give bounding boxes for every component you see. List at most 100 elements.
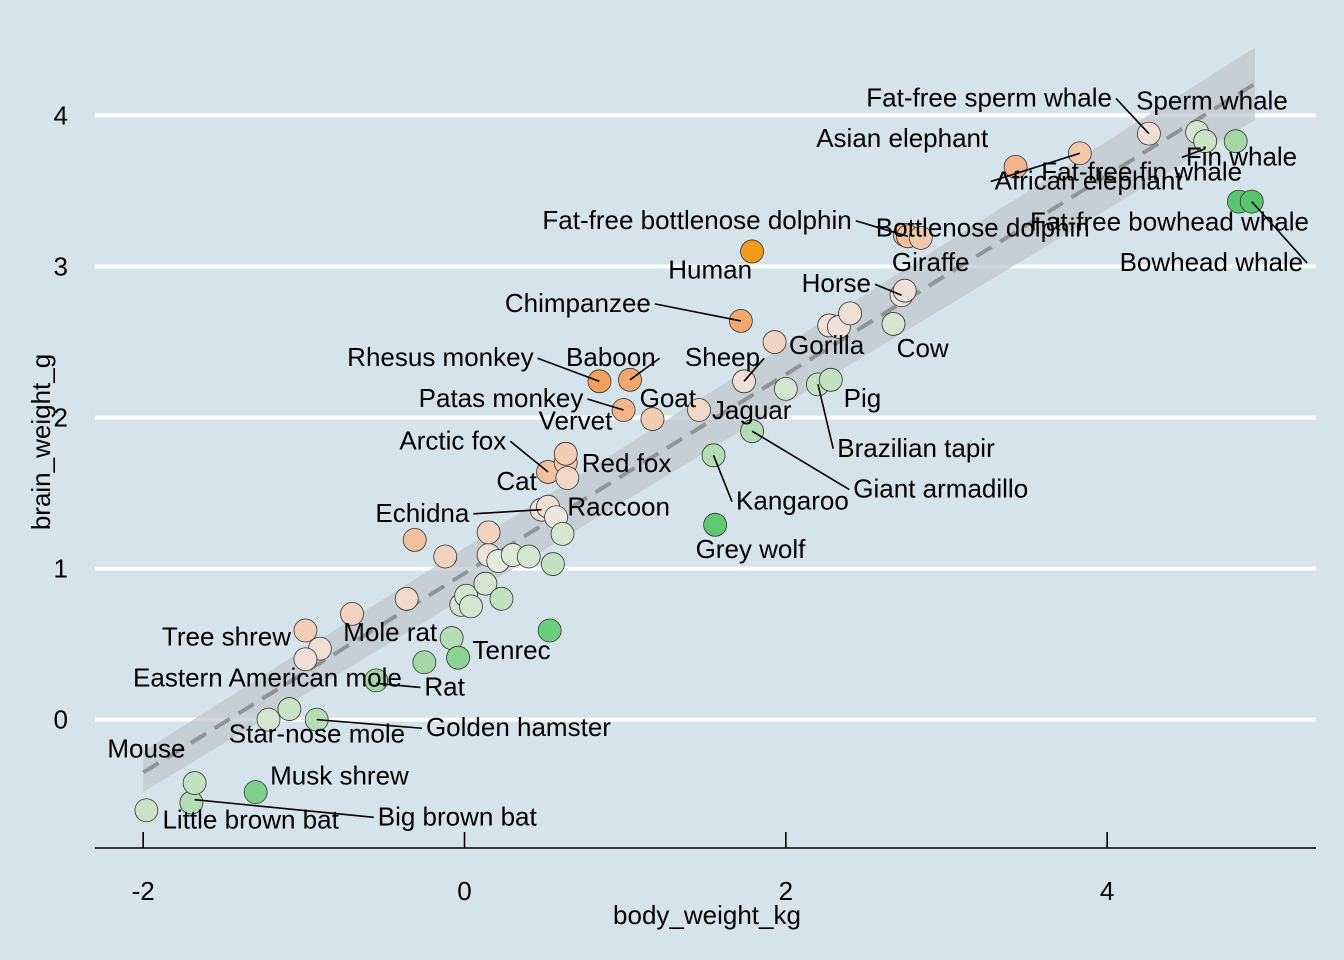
point-label-12: Raccoon	[567, 492, 670, 522]
leader-line-23	[712, 455, 733, 502]
data-point-61	[908, 225, 933, 250]
data-point-23	[402, 528, 427, 552]
data-point-48	[762, 330, 787, 354]
point-label-1: Little brown bat	[162, 804, 339, 834]
point-label-35: Bottlenose dolphin	[876, 212, 1090, 242]
point-label-31: Horse	[802, 268, 871, 298]
data-point-0	[134, 798, 159, 823]
point-label-7: Rat	[424, 671, 465, 701]
data-point-36	[553, 441, 578, 466]
leader-line-29	[654, 303, 742, 322]
data-point-29	[476, 520, 501, 545]
data-point-42	[687, 398, 711, 422]
point-label-11: Echidna	[375, 498, 469, 528]
data-point-37	[555, 466, 580, 490]
data-point-66	[1193, 129, 1218, 154]
leader-line-5	[316, 718, 423, 730]
point-labels: Mouse Little brown bat Big brown bat Musk s…	[107, 82, 1309, 834]
axes: -2 0 2 4 0 1 2 3 4	[54, 101, 1316, 906]
point-label-37: African elephant	[995, 166, 1184, 196]
data-point-11	[412, 650, 437, 675]
leader-line-43	[1251, 201, 1308, 264]
data-point-19	[459, 594, 483, 619]
point-label-43: Bowhead whale	[1120, 247, 1304, 277]
leader-line-11	[473, 508, 542, 515]
point-label-38: Fat-free sperm whale	[866, 82, 1112, 112]
data-point-3	[243, 780, 268, 805]
leader-line-14	[509, 440, 549, 473]
leader-line-21	[743, 357, 765, 382]
point-label-22: Jaguar	[712, 395, 792, 425]
data-point-2	[182, 771, 207, 795]
point-label-40: Fat-free fin whale	[1041, 156, 1242, 186]
point-label-24: Grey wolf	[696, 534, 807, 564]
point-label-19: Baboon	[566, 342, 656, 372]
data-point-10	[293, 647, 318, 672]
point-label-15: Red fox	[582, 448, 672, 478]
data-point-50	[818, 367, 843, 392]
data-point-33	[550, 521, 575, 546]
point-label-42: Fat-free bowhead whale	[1030, 206, 1309, 236]
point-label-29: Chimpanzee	[505, 288, 651, 318]
point-label-23: Kangaroo	[736, 486, 849, 516]
point-label-13: Cat	[496, 466, 537, 496]
point-label-34: Fat-free bottlenose dolphin	[542, 205, 851, 235]
leader-line-19	[629, 357, 661, 381]
data-point-16	[394, 586, 419, 611]
y-tick-label-1: 1	[54, 554, 68, 584]
point-label-4: Star-nose mole	[229, 718, 405, 748]
y-tick-label-4: 4	[54, 101, 68, 131]
point-label-2: Big brown bat	[378, 801, 538, 831]
data-point-14	[537, 618, 562, 643]
data-point-58	[881, 312, 906, 336]
data-point-15	[340, 602, 364, 626]
x-tick-label--2: -2	[132, 876, 155, 906]
data-point-13	[446, 645, 470, 670]
point-label-30: Human	[668, 255, 752, 285]
y-tick-label-2: 2	[54, 403, 68, 433]
data-point-27	[516, 544, 541, 569]
trend-line	[142, 82, 1257, 775]
data-point-7	[364, 668, 389, 693]
x-axis-label: body_weight_kg	[613, 900, 801, 930]
data-point-28	[540, 552, 565, 576]
point-label-17: Patas monkey	[419, 383, 584, 413]
data-point-20	[473, 571, 498, 596]
data-point-47	[773, 376, 798, 401]
point-label-25: Giant armadillo	[853, 474, 1028, 504]
point-label-27: Pig	[844, 383, 882, 413]
point-label-32: Cow	[897, 333, 949, 363]
point-label-20: Goat	[640, 383, 697, 413]
data-point-5	[277, 697, 302, 721]
leader-line-2	[194, 798, 374, 819]
point-label-9: Mole rat	[343, 617, 438, 647]
data-point-21	[489, 586, 514, 611]
point-label-39: Sperm whale	[1136, 85, 1288, 115]
leader-line-7	[376, 682, 421, 689]
point-label-14: Arctic fox	[399, 425, 506, 455]
point-label-18: Rhesus monkey	[347, 342, 533, 372]
data-point-53	[838, 301, 862, 326]
data-point-8	[293, 618, 318, 643]
y-axis-label: brain_weight_g	[26, 354, 56, 530]
x-tick-label-2: 2	[779, 876, 793, 906]
data-point-57	[892, 278, 917, 303]
x-tick-label-0: 0	[457, 876, 471, 906]
point-label-41: Fin whale	[1186, 141, 1297, 171]
x-tick-label-4: 4	[1100, 876, 1114, 906]
point-label-5: Golden hamster	[426, 712, 611, 742]
data-point-38	[640, 407, 665, 431]
point-label-33: Giraffe	[892, 247, 970, 277]
point-label-26: Brazilian tapir	[837, 433, 995, 463]
leader-line-41	[1181, 147, 1206, 159]
leader-line-17	[587, 398, 624, 411]
point-label-36: Asian elephant	[816, 123, 989, 153]
leader-line-25	[751, 430, 850, 491]
point-label-6: Eastern American mole	[133, 662, 402, 692]
data-point-22	[433, 544, 458, 569]
point-label-3: Musk shrew	[270, 761, 409, 791]
leader-line-34	[855, 220, 909, 238]
point-label-16: Vervet	[539, 406, 613, 436]
leader-line-38	[1115, 97, 1150, 135]
